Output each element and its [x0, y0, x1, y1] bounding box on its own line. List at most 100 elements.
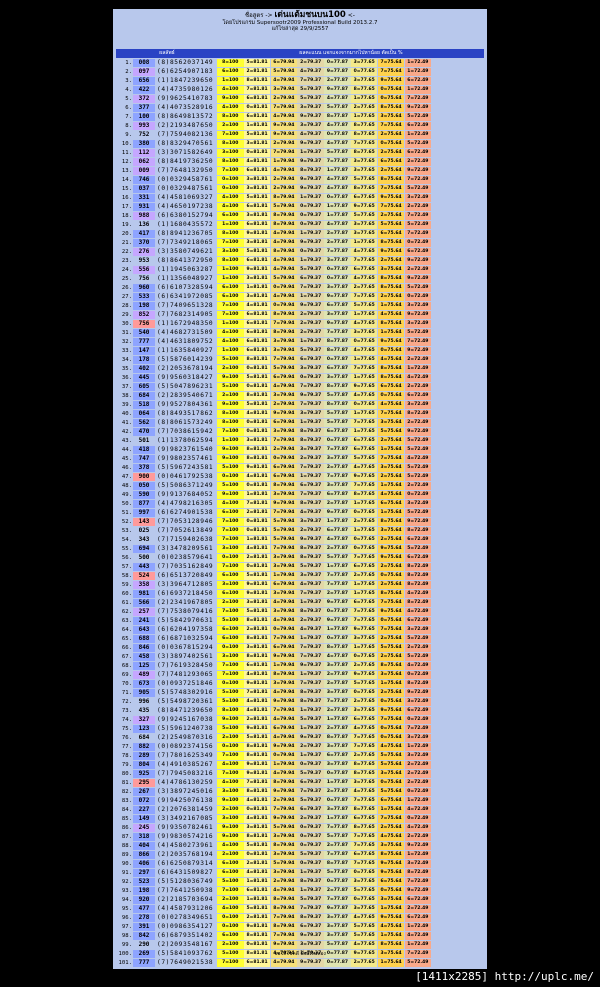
table-row: 51. 997 (6)6274901538 6=100 2=81.81 7=79.94 4=…: [116, 508, 484, 517]
row-index: 65.: [121, 635, 132, 642]
score-cell: 4=100: [217, 193, 244, 202]
score-cell: 3=77.65: [350, 166, 378, 175]
score-cell: 9=100: [217, 94, 244, 103]
score-cell: 6=72.49: [404, 391, 432, 400]
row-index: 19.: [121, 221, 132, 228]
row-index: 30.: [121, 320, 132, 327]
score-cell: 4=79.94: [270, 688, 298, 697]
score-cell: 9=75.64: [377, 913, 405, 922]
row-group-number: 988: [133, 211, 155, 220]
score-cell: 4=72.49: [404, 805, 432, 814]
score-cell: 0=77.65: [350, 400, 378, 409]
score-cell: 3=77.87: [324, 688, 351, 697]
score-cell: 2=100: [217, 850, 244, 859]
score-cell: 1=81.81: [243, 283, 271, 292]
score-cell: 7=100: [217, 607, 244, 616]
score-cell: 2=77.87: [324, 463, 351, 472]
row-score-cells: 5=100 8=81.81 4=79.94 2=79.37 9=77.87 7=77.65…: [217, 616, 484, 625]
score-cell: 8=77.65: [350, 148, 378, 157]
score-cell: 3=72.49: [404, 733, 432, 742]
table-row: 85. 149 (3)3492167085 3=100 4=81.81 9=79.94 2=…: [116, 814, 484, 823]
score-cell: 3=77.87: [324, 922, 351, 931]
table-row: 75. 123 (5)5961240738 5=100 9=81.81 6=79.94 1=…: [116, 724, 484, 733]
row-group-number: 289: [133, 751, 155, 760]
row-index: 67.: [121, 653, 132, 660]
row-digits: (8)8641372950: [157, 256, 214, 264]
row-index: 4.: [125, 86, 132, 93]
row-group-number: 746: [133, 175, 155, 184]
score-cell: 1=79.37: [297, 868, 324, 877]
table-row: 37. 605 (5)5047896231 5=100 0=81.81 4=79.94 7=…: [116, 382, 484, 391]
score-cell: 7=77.65: [350, 616, 378, 625]
score-cell: 7=79.94: [270, 913, 298, 922]
row-group-number: 370: [133, 238, 155, 247]
score-cell: 8=77.65: [350, 130, 378, 139]
score-cell: 6=75.64: [377, 796, 405, 805]
row-score-cells: 3=100 0=81.81 7=79.94 1=79.37 5=77.87 8=77.65…: [217, 148, 484, 157]
score-cell: 3=100: [217, 787, 244, 796]
row-group-number: 643: [133, 625, 155, 634]
score-cell: 3=72.49: [404, 499, 432, 508]
score-cell: 3=72.49: [404, 193, 432, 202]
score-cell: 0=81.81: [243, 805, 271, 814]
score-cell: 8=79.37: [297, 688, 324, 697]
score-cell: 5=77.65: [350, 175, 378, 184]
row-index: 86.: [121, 824, 132, 831]
score-cell: 7=75.64: [377, 67, 405, 76]
table-row: 9. 752 (7)7594082136 7=100 5=81.81 9=79.94 4=7…: [116, 130, 484, 139]
score-cell: 6=79.94: [270, 418, 298, 427]
updated-label: แก้ไขล่าสุด: [271, 26, 299, 32]
table-row: 14. 746 (0)0329458761 0=100 3=81.81 2=79.94 9=…: [116, 175, 484, 184]
score-cell: 5=100: [217, 355, 244, 364]
score-cell: 3=100: [217, 652, 244, 661]
score-cell: 7=100: [217, 562, 244, 571]
score-cell: 7=100: [217, 769, 244, 778]
score-cell: 9=79.94: [270, 742, 298, 751]
score-cell: 9=79.94: [270, 130, 298, 139]
score-cell: 2=77.87: [324, 679, 351, 688]
row-score-cells: 2=100 8=81.81 3=79.94 9=79.37 5=77.87 4=77.65…: [217, 391, 484, 400]
score-cell: 0=75.64: [377, 724, 405, 733]
score-cell: 7=79.94: [270, 508, 298, 517]
row-index: 91.: [121, 869, 132, 876]
score-cell: 8=79.37: [297, 607, 324, 616]
score-cell: 2=72.49: [404, 355, 432, 364]
score-cell: 8=77.87: [324, 337, 351, 346]
row-group-number: 981: [133, 589, 155, 598]
row-digits: (2)2093548167: [157, 940, 214, 948]
score-cell: 8=72.49: [404, 868, 432, 877]
row-score-cells: 7=100 5=81.81 3=79.94 8=79.37 0=77.87 7=77.65…: [217, 607, 484, 616]
score-cell: 4=81.81: [243, 868, 271, 877]
score-cell: 3=79.94: [270, 85, 298, 94]
score-cell: 8=75.64: [377, 364, 405, 373]
row-group-number: 245: [133, 823, 155, 832]
score-cell: 2=77.65: [350, 283, 378, 292]
score-cell: 0=81.81: [243, 562, 271, 571]
score-cell: 8=72.49: [404, 580, 432, 589]
score-cell: 5=77.87: [324, 553, 351, 562]
score-cell: 3=77.87: [324, 310, 351, 319]
row-digits: (6)6431509827: [157, 868, 214, 876]
table-row: 59. 358 (3)3964712805 3=100 9=81.81 6=79.94 4=…: [116, 580, 484, 589]
score-cell: 9=77.87: [324, 67, 351, 76]
score-cell: 1=72.49: [404, 742, 432, 751]
row-digits: (7)7619328450: [157, 661, 214, 669]
score-cell: 4=77.87: [324, 139, 351, 148]
table-row: 33. 147 (1)1635840927 1=100 6=81.81 3=79.94 5=…: [116, 346, 484, 355]
score-cell: 3=79.37: [297, 409, 324, 418]
score-cell: 7=79.94: [270, 805, 298, 814]
score-cell: 3=79.94: [270, 562, 298, 571]
row-score-cells: 5=100 0=81.81 4=79.94 7=79.37 8=77.87 9=77.65…: [217, 382, 484, 391]
table-row: 12. 062 (8)8419736250 8=100 4=81.81 1=79.94 9=…: [116, 157, 484, 166]
row-digits: (6)6341972085: [157, 292, 214, 300]
table-row: 25. 756 (1)1356048927 1=100 3=81.81 5=79.94 6=…: [116, 274, 484, 283]
row-digits: (9)9245167038: [157, 715, 214, 723]
row-score-cells: 7=100 8=81.81 0=79.94 1=79.37 6=77.87 2=77.65…: [217, 751, 484, 760]
row-score-cells: 3=100 9=81.81 6=79.94 4=79.37 7=77.87 1=77.65…: [217, 580, 484, 589]
score-cell: 1=72.49: [404, 130, 432, 139]
score-cell: 7=77.87: [324, 328, 351, 337]
row-digits: (6)6879351402: [157, 931, 214, 939]
row-digits: (5)5086371249: [157, 481, 214, 489]
score-cell: 2=79.37: [297, 319, 324, 328]
score-cell: 3=77.87: [324, 661, 351, 670]
